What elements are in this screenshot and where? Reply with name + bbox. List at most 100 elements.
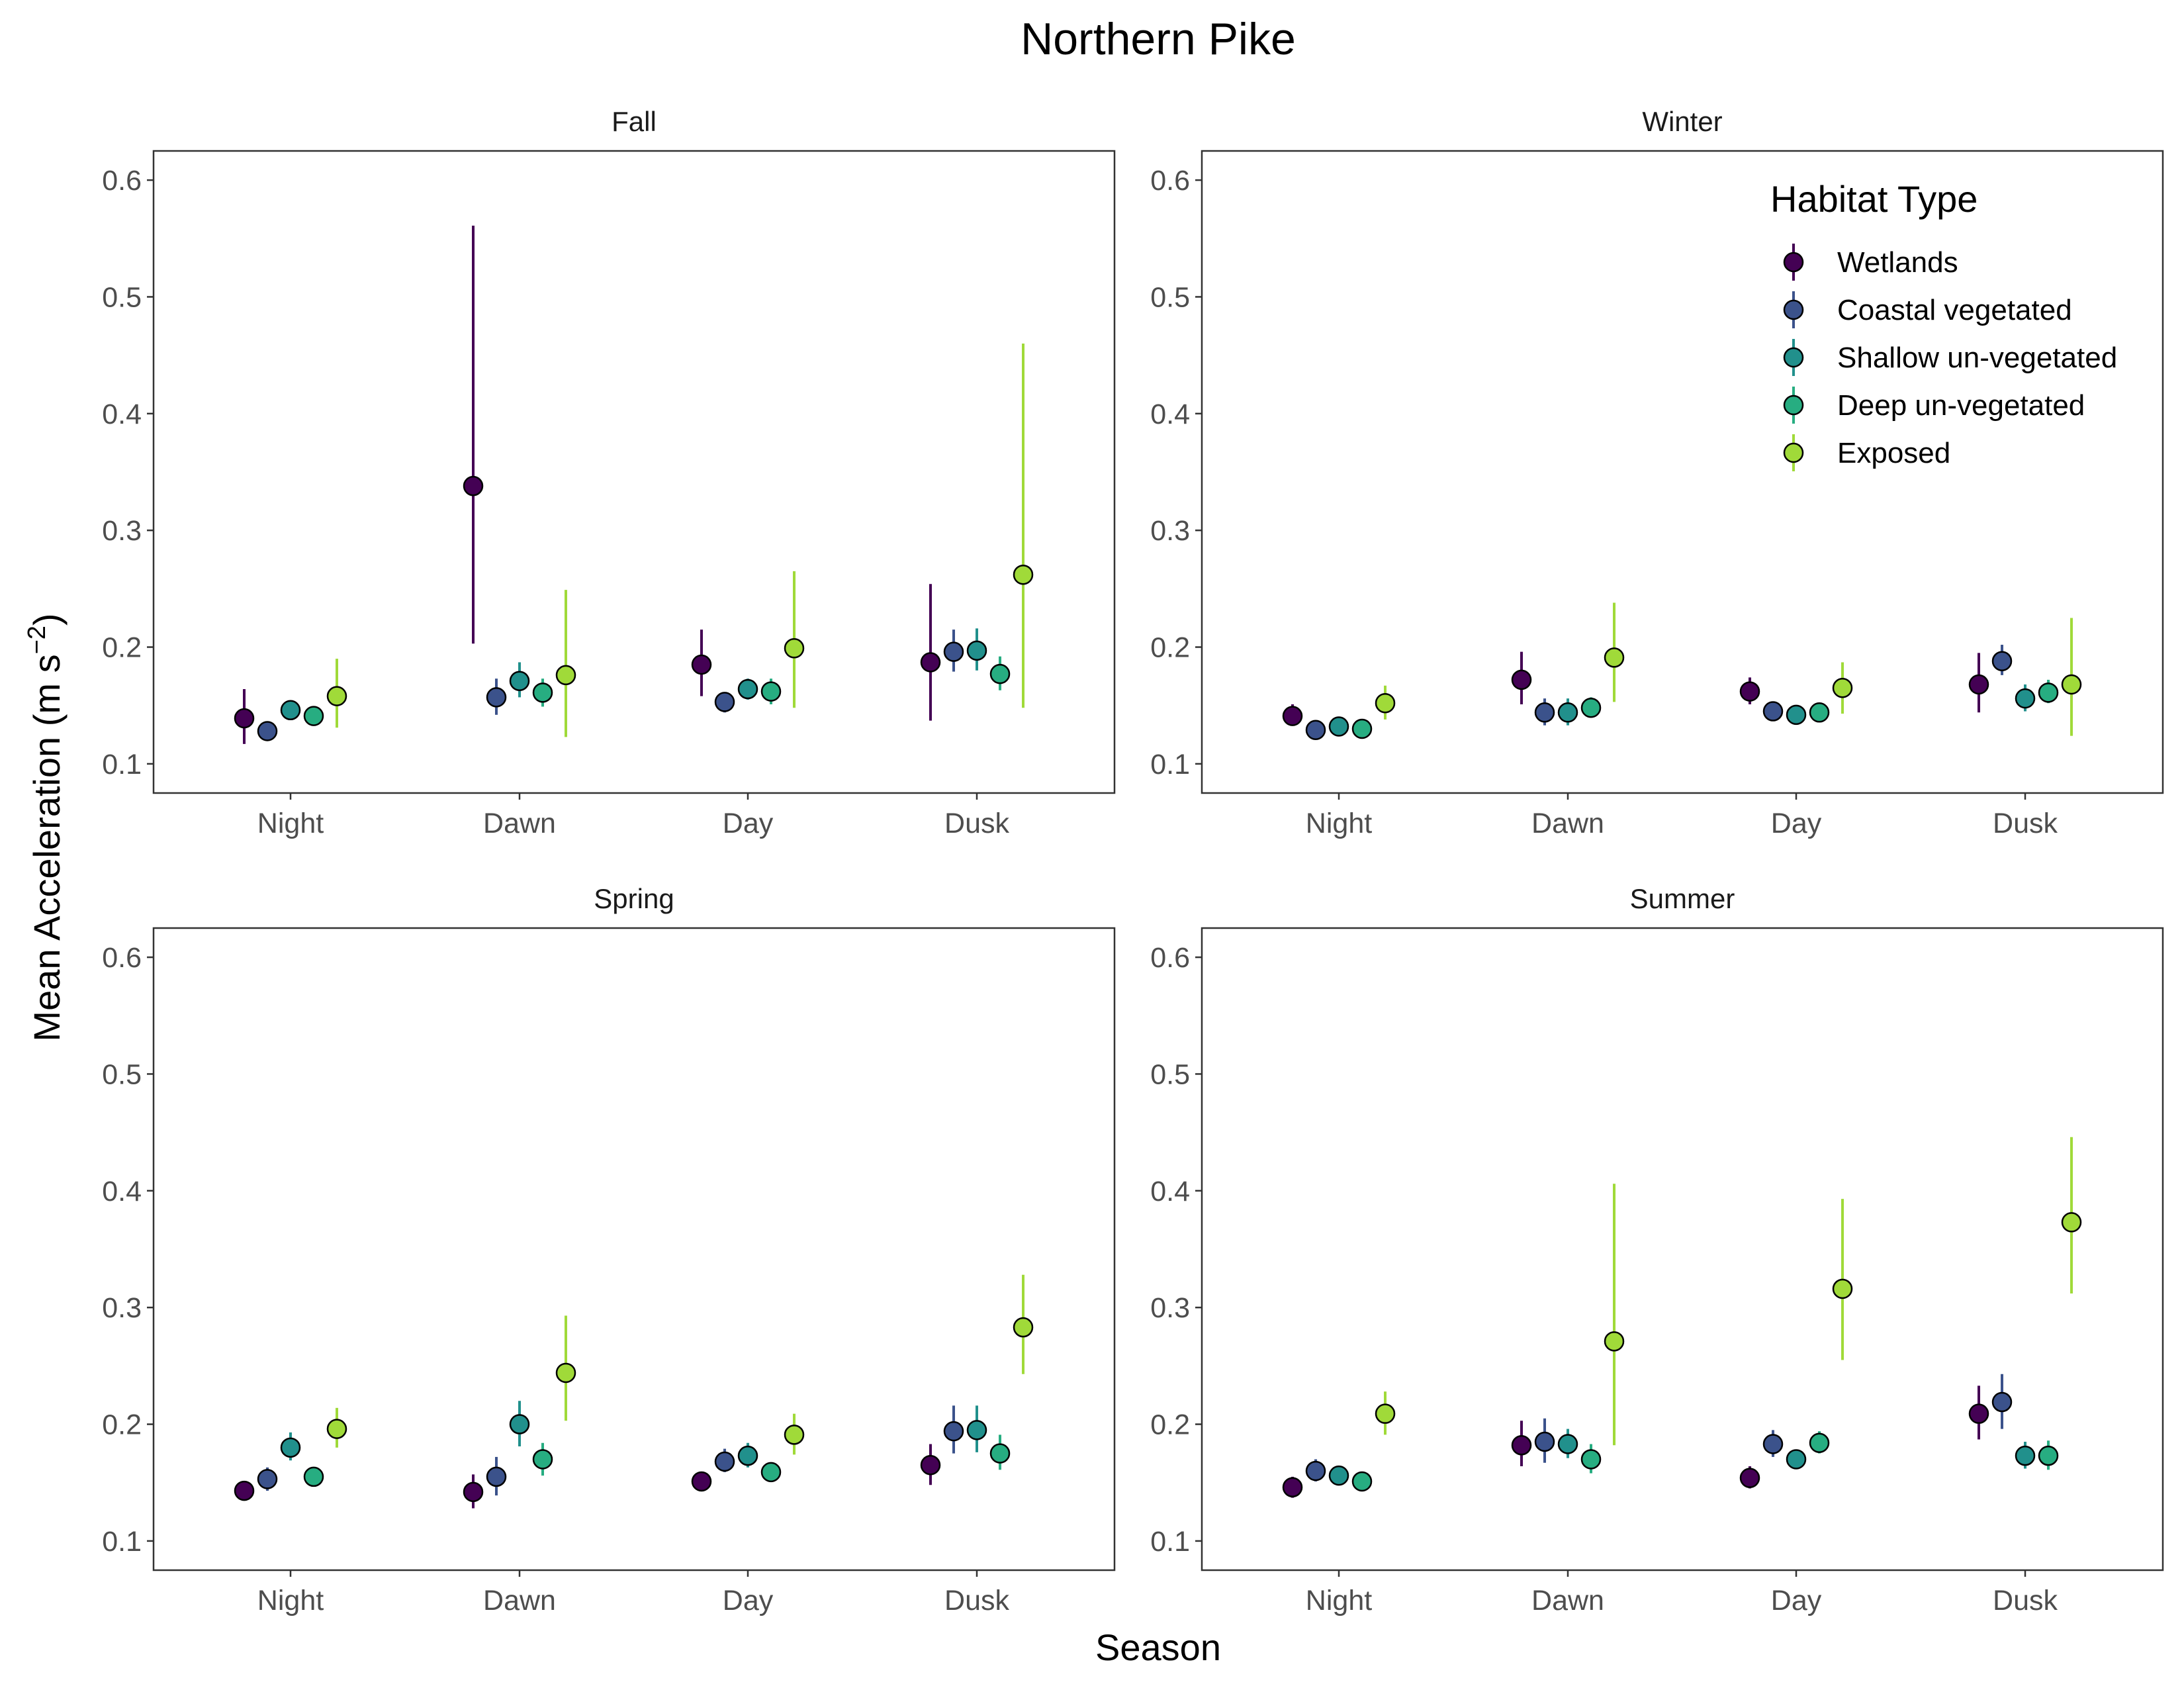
x-tick-label: Night xyxy=(1306,808,1372,839)
data-point xyxy=(1013,1317,1034,1338)
data-point xyxy=(737,1445,758,1466)
x-tick-label: Dusk xyxy=(944,808,1009,839)
series-shallow-un-vegetated xyxy=(1328,1429,2036,1486)
x-tick-label: Day xyxy=(1771,808,1822,839)
x-tick-label: Dusk xyxy=(944,1585,1009,1617)
data-point xyxy=(1832,1278,1853,1299)
data-point xyxy=(1013,564,1034,585)
y-tick-label: 0.3 xyxy=(1150,1292,1190,1324)
y-tick-label: 0.2 xyxy=(102,1409,142,1441)
data-point xyxy=(463,1481,484,1503)
data-point xyxy=(1328,1465,1349,1486)
data-point xyxy=(532,682,553,703)
data-point xyxy=(1786,1449,1807,1470)
panel-title: Winter xyxy=(1642,106,1722,137)
data-point xyxy=(1375,692,1396,714)
y-tick-label: 0.1 xyxy=(102,749,142,780)
y-tick-label: 0.2 xyxy=(1150,1409,1190,1441)
data-point xyxy=(1557,1434,1578,1454)
panel-title: Spring xyxy=(594,883,674,914)
legend-key-point xyxy=(1783,395,1804,416)
data-point xyxy=(1351,1471,1373,1492)
y-tick-label: 0.1 xyxy=(1150,1526,1190,1558)
legend-key-point xyxy=(1783,347,1804,368)
data-point xyxy=(303,706,324,726)
legend-item-shallow-un-vegetated: Shallow un-vegetated xyxy=(1783,339,2117,376)
series-coastal-vegetated xyxy=(257,630,964,741)
legend-item-exposed: Exposed xyxy=(1783,434,1950,471)
y-axis-title-exponent: −2 xyxy=(23,626,51,654)
data-point xyxy=(2061,674,2082,695)
y-tick-label: 0.3 xyxy=(1150,515,1190,547)
panel-frame xyxy=(152,150,1116,794)
legend-label: Coastal vegetated xyxy=(1837,294,2072,326)
data-point xyxy=(1991,1391,2013,1413)
data-point xyxy=(966,1420,987,1440)
data-point xyxy=(943,1421,964,1442)
data-point xyxy=(1580,1449,1602,1470)
series-deep-un-vegetated xyxy=(303,656,1011,726)
series-exposed xyxy=(1375,1137,2082,1446)
x-tick-label: Dusk xyxy=(1993,808,2058,839)
data-point xyxy=(555,1362,576,1383)
data-point xyxy=(714,1451,735,1472)
data-point xyxy=(1534,1431,1555,1452)
data-point xyxy=(989,663,1011,684)
data-point xyxy=(1991,651,2013,671)
panel-spring: Spring 0.1 0.2 0.3 0.4 0.5 0.6 Night Dawn Day Dusk xyxy=(102,883,1116,1617)
chart-title: Northern Pike xyxy=(1021,14,1296,64)
data-point xyxy=(326,686,347,706)
data-point xyxy=(1282,1477,1303,1498)
legend-label: Shallow un-vegetated xyxy=(1837,342,2117,374)
legend-item-deep-un-vegetated: Deep un-vegetated xyxy=(1783,387,2085,424)
data-point xyxy=(555,665,576,686)
panel-frame xyxy=(1201,150,2164,794)
data-point xyxy=(234,708,255,729)
y-tick-label: 0.6 xyxy=(102,942,142,974)
panel-title: Summer xyxy=(1630,883,1735,914)
data-point xyxy=(2015,688,2036,709)
data-point xyxy=(737,679,758,700)
data-point xyxy=(2015,1445,2036,1466)
data-point xyxy=(1968,1403,1989,1424)
data-point xyxy=(1762,701,1784,722)
data-point xyxy=(1580,698,1602,718)
legend-key-point xyxy=(1783,252,1804,273)
y-tick-label: 0.2 xyxy=(1150,632,1190,664)
data-point xyxy=(989,1443,1011,1464)
data-point xyxy=(1968,674,1989,695)
data-point xyxy=(760,681,782,702)
series-shallow-un-vegetated xyxy=(280,1401,987,1468)
data-point xyxy=(257,721,278,741)
y-axis-title: Mean Acceleration (m s−2) xyxy=(23,613,68,1041)
data-point xyxy=(1604,1331,1625,1352)
data-point xyxy=(2038,682,2059,703)
data-point xyxy=(1282,706,1303,726)
data-point xyxy=(920,652,941,673)
legend-title: Habitat Type xyxy=(1770,178,1978,220)
data-point xyxy=(486,1466,507,1487)
data-point xyxy=(1809,1432,1830,1454)
series-coastal-vegetated xyxy=(1305,645,2013,741)
y-axis-title-text: Mean Acceleration (m s xyxy=(26,654,68,1041)
legend: Habitat Type Wetlands Coastal vegetated Sha… xyxy=(1770,178,2117,471)
data-point xyxy=(1305,1460,1326,1481)
x-axis-title: Season xyxy=(1095,1626,1221,1668)
data-point xyxy=(257,1469,278,1489)
series-exposed xyxy=(326,1274,1034,1455)
data-point xyxy=(280,1437,301,1458)
data-point xyxy=(2061,1212,2082,1233)
data-point xyxy=(1762,1434,1784,1454)
y-tick-label: 0.6 xyxy=(1150,165,1190,197)
data-point xyxy=(1739,1468,1760,1488)
series-deep-un-vegetated xyxy=(303,1434,1011,1487)
x-tick-label: Dawn xyxy=(1531,808,1604,839)
data-point xyxy=(920,1455,941,1476)
data-point xyxy=(1305,720,1326,741)
series-wetlands xyxy=(234,1444,941,1509)
legend-key-point xyxy=(1783,442,1804,463)
x-tick-label: Night xyxy=(257,1585,324,1617)
y-tick-label: 0.1 xyxy=(1150,749,1190,780)
y-tick-label: 0.3 xyxy=(102,1292,142,1324)
